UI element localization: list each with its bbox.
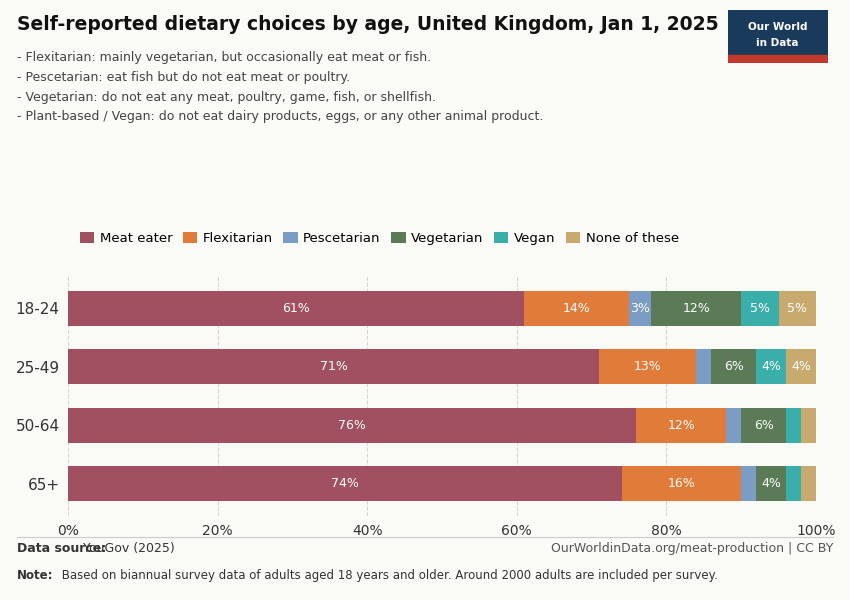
Text: - Vegetarian: do not eat any meat, poultry, game, fish, or shellfish.: - Vegetarian: do not eat any meat, poult… — [17, 91, 436, 104]
Bar — [524, 290, 629, 326]
Text: OurWorldinData.org/meat-production | CC BY: OurWorldinData.org/meat-production | CC … — [551, 542, 833, 555]
Text: Based on biannual survey data of adults aged 18 years and older. Around 2000 adu: Based on biannual survey data of adults … — [58, 569, 717, 582]
Bar — [801, 466, 816, 502]
Text: 12%: 12% — [683, 302, 711, 314]
Text: 5%: 5% — [750, 302, 770, 314]
Text: 4%: 4% — [762, 360, 781, 373]
Bar — [741, 408, 786, 443]
Bar — [786, 349, 816, 384]
Bar — [637, 408, 726, 443]
Bar — [68, 349, 599, 384]
Text: 13%: 13% — [634, 360, 661, 373]
Text: 14%: 14% — [563, 302, 591, 314]
Bar — [68, 290, 524, 326]
Text: - Plant-based / Vegan: do not eat dairy products, eggs, or any other animal prod: - Plant-based / Vegan: do not eat dairy … — [17, 110, 543, 124]
Bar — [629, 290, 651, 326]
Text: 12%: 12% — [667, 419, 695, 432]
Bar — [779, 290, 816, 326]
Text: - Pescetarian: eat fish but do not eat meat or poultry.: - Pescetarian: eat fish but do not eat m… — [17, 71, 350, 84]
Bar — [728, 55, 828, 63]
Text: 61%: 61% — [282, 302, 310, 314]
Bar — [68, 408, 637, 443]
Bar — [786, 466, 801, 502]
Bar — [741, 466, 757, 502]
Bar — [756, 349, 786, 384]
Text: YouGov (2025): YouGov (2025) — [79, 542, 175, 555]
Text: 4%: 4% — [762, 478, 781, 490]
Text: 3%: 3% — [631, 302, 650, 314]
Text: Note:: Note: — [17, 569, 54, 582]
Bar — [621, 466, 741, 502]
Bar — [68, 466, 621, 502]
Text: Self-reported dietary choices by age, United Kingdom, Jan 1, 2025: Self-reported dietary choices by age, Un… — [17, 15, 718, 34]
Legend: Meat eater, Flexitarian, Pescetarian, Vegetarian, Vegan, None of these: Meat eater, Flexitarian, Pescetarian, Ve… — [75, 227, 684, 250]
Bar — [651, 290, 741, 326]
Bar — [786, 408, 801, 443]
Bar — [696, 349, 711, 384]
Bar — [756, 466, 786, 502]
Bar — [726, 408, 741, 443]
Bar — [599, 349, 696, 384]
Text: 5%: 5% — [787, 302, 808, 314]
Bar — [741, 290, 779, 326]
Text: 4%: 4% — [791, 360, 811, 373]
Text: 16%: 16% — [667, 478, 695, 490]
Text: in Data: in Data — [756, 38, 799, 48]
Text: 71%: 71% — [320, 360, 348, 373]
Text: 6%: 6% — [754, 419, 774, 432]
Bar — [711, 349, 756, 384]
Text: 74%: 74% — [331, 478, 359, 490]
Bar — [801, 408, 816, 443]
Text: 6%: 6% — [724, 360, 744, 373]
Text: Data source:: Data source: — [17, 542, 106, 555]
Text: Our World: Our World — [748, 22, 808, 32]
Text: - Flexitarian: mainly vegetarian, but occasionally eat meat or fish.: - Flexitarian: mainly vegetarian, but oc… — [17, 51, 431, 64]
Text: 76%: 76% — [338, 419, 366, 432]
